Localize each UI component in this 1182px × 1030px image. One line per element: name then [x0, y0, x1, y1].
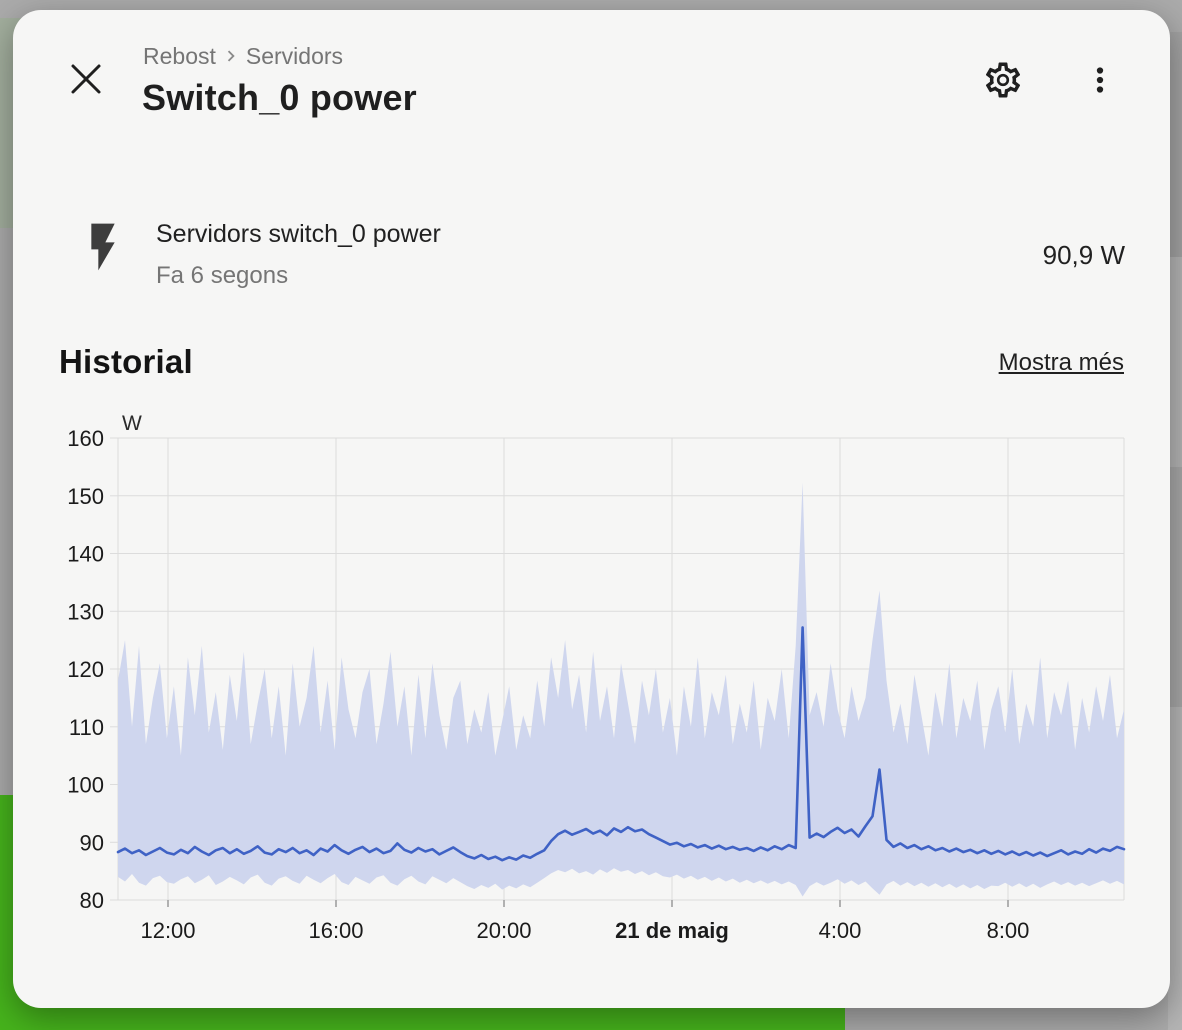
- more-info-dialog: Rebost Servidors Switch_0 power Servidor…: [13, 10, 1170, 1008]
- chevron-right-icon: [220, 45, 242, 67]
- svg-text:21 de maig: 21 de maig: [615, 918, 729, 943]
- svg-text:80: 80: [80, 888, 104, 913]
- svg-text:4:00: 4:00: [819, 918, 862, 943]
- close-button[interactable]: [63, 56, 109, 102]
- svg-text:16:00: 16:00: [308, 918, 363, 943]
- dots-vertical-icon: [1096, 67, 1104, 93]
- svg-text:W: W: [122, 412, 142, 435]
- show-more-link[interactable]: Mostra més: [998, 349, 1124, 376]
- backdrop-gray-band: [1168, 257, 1182, 467]
- close-icon: [71, 64, 101, 94]
- gear-icon: [985, 62, 1021, 98]
- svg-text:90: 90: [80, 830, 104, 855]
- backdrop-gray-band: [1168, 467, 1182, 707]
- entity-name: Servidors switch_0 power: [156, 220, 441, 248]
- svg-text:140: 140: [67, 542, 104, 567]
- entity-state-value: 90,9 W: [1042, 240, 1125, 270]
- overflow-menu-button[interactable]: [1079, 58, 1121, 102]
- svg-text:20:00: 20:00: [476, 918, 531, 943]
- svg-text:160: 160: [67, 426, 104, 451]
- breadcrumb-area: Rebost: [143, 42, 216, 69]
- svg-text:12:00: 12:00: [140, 918, 195, 943]
- flash-icon: [75, 216, 131, 278]
- history-heading: Historial: [59, 343, 193, 380]
- backdrop-gray-band: [1168, 707, 1182, 1030]
- svg-text:150: 150: [67, 484, 104, 509]
- svg-text:110: 110: [69, 715, 104, 740]
- breadcrumb[interactable]: Rebost Servidors: [143, 43, 343, 69]
- svg-text:130: 130: [67, 599, 104, 624]
- svg-text:8:00: 8:00: [987, 918, 1030, 943]
- breadcrumb-device: Servidors: [245, 42, 344, 69]
- history-chart[interactable]: 160 150 140 130 120 110 100 90 80 12:00 16:00 20:00…: [45, 410, 1137, 958]
- svg-text:100: 100: [67, 773, 104, 798]
- entity-last-changed: Fa 6 segons: [156, 262, 289, 289]
- svg-text:120: 120: [67, 657, 104, 682]
- page-title: Switch_0 power: [142, 77, 417, 118]
- backdrop-gray-band: [1168, 32, 1182, 257]
- settings-button[interactable]: [979, 56, 1027, 104]
